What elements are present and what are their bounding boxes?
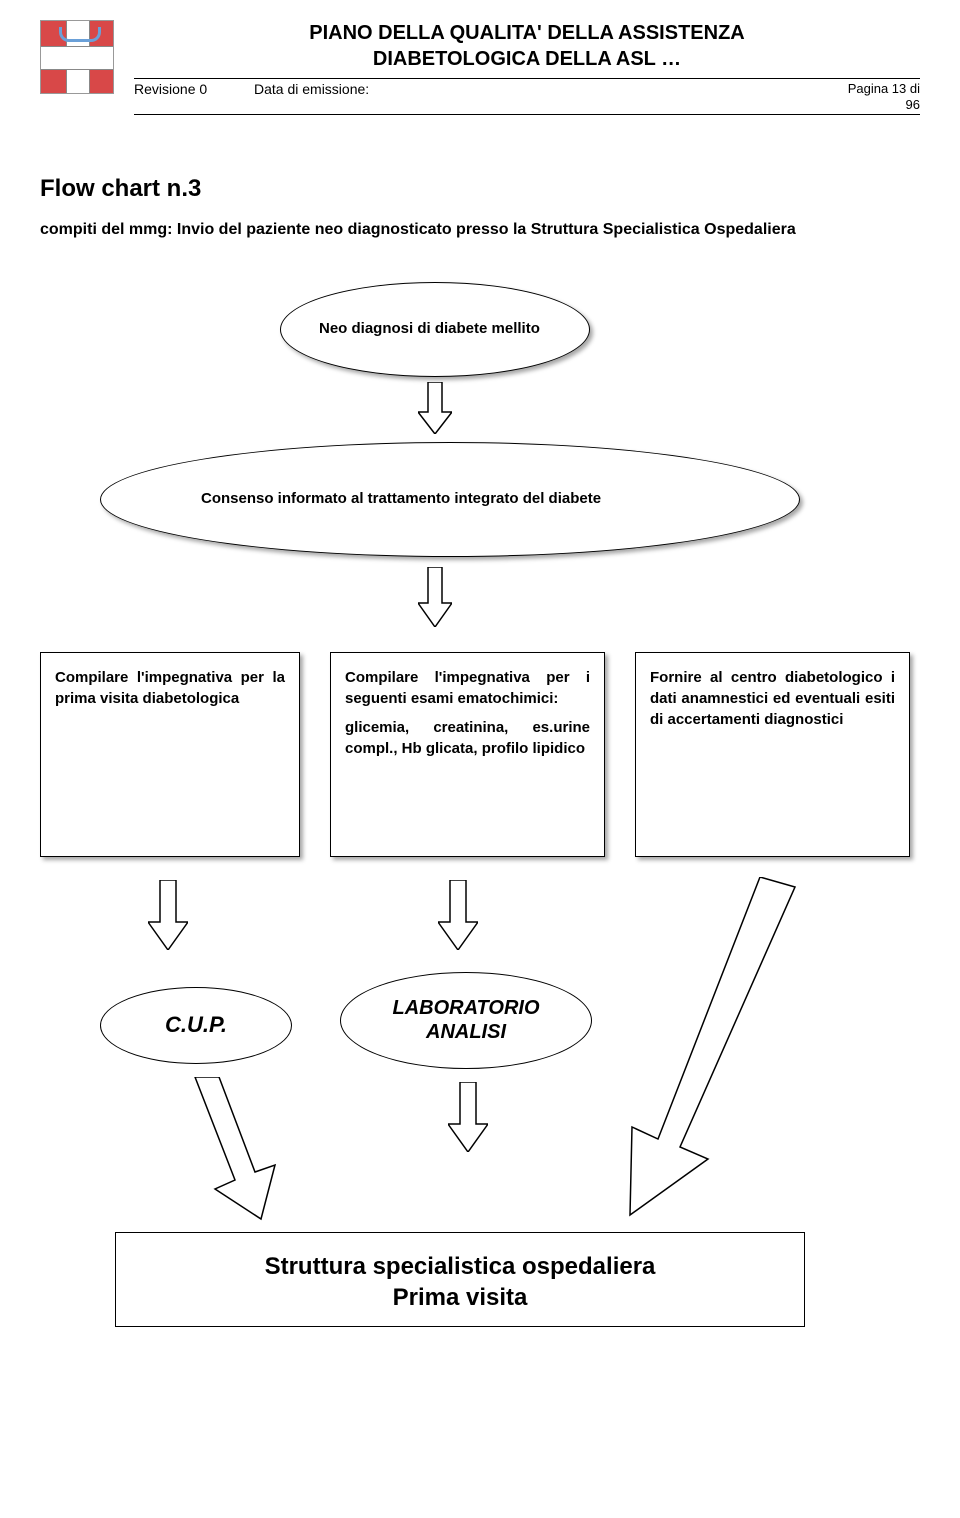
node-struttura-finale: Struttura specialistica ospedaliera Prim…: [115, 1232, 805, 1327]
node-impegnativa-visita-text: Compilare l'impegnativa per la prima vis…: [55, 669, 285, 707]
doc-title-line2: DIABETOLOGICA DELLA ASL …: [134, 46, 920, 72]
page-label: Pagina 13 di: [800, 81, 920, 97]
arrow-1: [418, 382, 452, 434]
arrow-3a: [148, 880, 188, 950]
emission-label: Data di emissione:: [254, 81, 800, 112]
node-laboratorio-text1: LABORATORIO: [392, 996, 539, 1020]
node-consenso: Consenso informato al trattamento integr…: [100, 442, 800, 557]
node-consenso-text: Consenso informato al trattamento integr…: [121, 489, 779, 509]
arrow-cup: [185, 1077, 295, 1222]
node-final-line2: Prima visita: [136, 1282, 784, 1313]
page-total: 96: [800, 97, 920, 113]
node-final-line1: Struttura specialistica ospedaliera: [136, 1251, 784, 1282]
node-impegnativa-esami-text2: glicemia, creatinina, es.urine compl., H…: [345, 717, 590, 759]
node-laboratorio: LABORATORIO ANALISI: [340, 972, 592, 1069]
node-impegnativa-esami: Compilare l'impegnativa per i seguenti e…: [330, 652, 605, 857]
page-header: PIANO DELLA QUALITA' DELLA ASSISTENZA DI…: [40, 20, 920, 115]
node-fornire-dati-text: Fornire al centro diabetologico i dati a…: [650, 669, 895, 728]
revision-label: Revisione 0: [134, 81, 254, 112]
node-laboratorio-text2: ANALISI: [426, 1020, 506, 1044]
node-cup-text: C.U.P.: [165, 1012, 227, 1038]
doc-subheader: Revisione 0 Data di emissione: Pagina 13…: [134, 78, 920, 115]
arrow-2: [418, 567, 452, 627]
arrow-lab: [448, 1082, 488, 1152]
region-logo: [40, 20, 114, 94]
node-neo-diagnosi-text: Neo diagnosi di diabete mellito: [301, 319, 569, 339]
section-subtitle: compiti del mmg: Invio del paziente neo …: [40, 219, 920, 241]
node-impegnativa-esami-text1: Compilare l'impegnativa per i seguenti e…: [345, 667, 590, 709]
arrow-big-right: [600, 877, 800, 1217]
node-cup: C.U.P.: [100, 987, 292, 1064]
node-impegnativa-visita: Compilare l'impegnativa per la prima vis…: [40, 652, 300, 857]
doc-title-line1: PIANO DELLA QUALITA' DELLA ASSISTENZA: [134, 20, 920, 46]
section-title: Flow chart n.3: [40, 175, 920, 203]
node-fornire-dati: Fornire al centro diabetologico i dati a…: [635, 652, 910, 857]
flowchart-canvas: Neo diagnosi di diabete mellito Consenso…: [40, 282, 920, 1332]
node-neo-diagnosi: Neo diagnosi di diabete mellito: [280, 282, 590, 377]
arrow-3b: [438, 880, 478, 950]
